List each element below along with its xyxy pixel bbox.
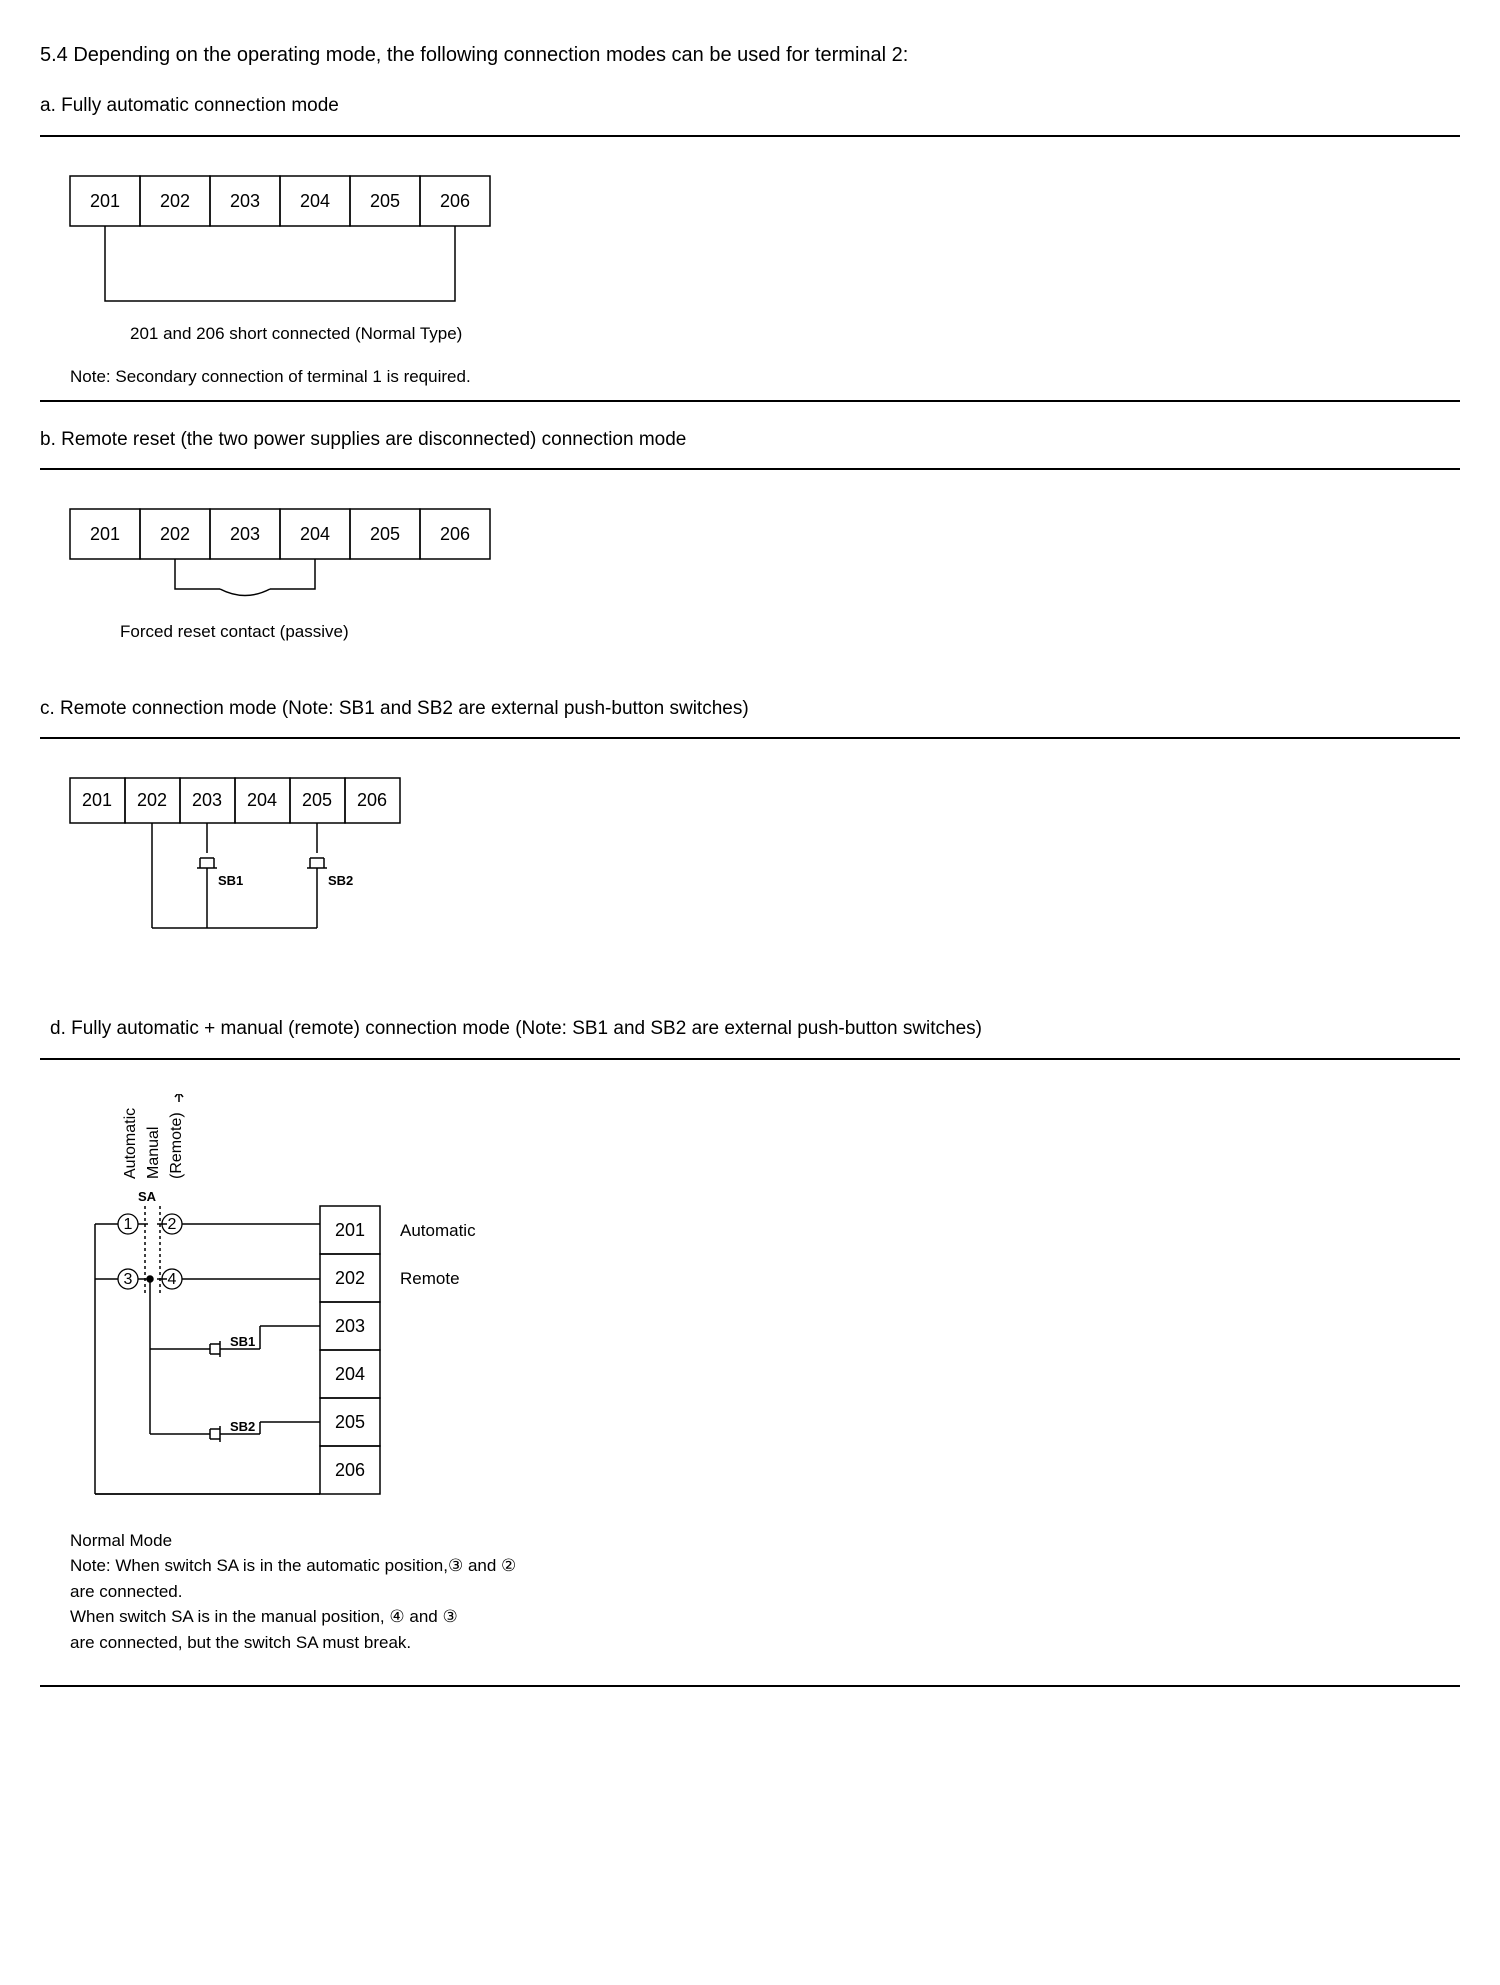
v-auto: Automatic (122, 1107, 139, 1178)
circ-2: 2 (168, 1216, 177, 1233)
circ-3: 3 (124, 1271, 133, 1288)
term-202: 202 (160, 524, 190, 544)
term-203: 203 (230, 524, 260, 544)
subsection-c-title: c. Remote connection mode (Note: SB1 and… (40, 695, 1460, 724)
subsection-d-title: d. Fully automatic + manual (remote) con… (50, 1015, 1460, 1044)
diagram-d-svg: Automatic Manual (Remote) SA 1 2 3 4 (60, 1094, 560, 1514)
d-note-title: Normal Mode (70, 1528, 670, 1554)
d-label-auto: Automatic (400, 1221, 476, 1240)
term-204: 204 (300, 524, 330, 544)
term-201: 201 (90, 191, 120, 211)
d-sb1-label: SB1 (230, 1334, 255, 1349)
d-term-204: 204 (335, 1364, 365, 1384)
diagram-c-svg: 201 202 203 204 205 206 SB1 SB2 (60, 773, 460, 943)
diagram-a: 201 202 203 204 205 206 201 and 206 shor… (60, 171, 1460, 347)
term-204: 204 (247, 790, 277, 810)
term-205: 205 (370, 524, 400, 544)
d-term-202: 202 (335, 1268, 365, 1288)
diagram-a-caption: 201 and 206 short connected (Normal Type… (130, 321, 1460, 347)
v-remote: (Remote) (168, 1112, 185, 1179)
d-note-2c: are connected, but the switch SA must br… (70, 1630, 670, 1656)
term-202: 202 (137, 790, 167, 810)
rule (40, 468, 1460, 470)
rule (40, 135, 1460, 137)
term-201: 201 (90, 524, 120, 544)
diagram-b: 201 202 203 204 205 206 Forced reset con… (60, 504, 1460, 645)
d-term-206: 206 (335, 1460, 365, 1480)
rule (40, 737, 1460, 739)
term-206: 206 (440, 191, 470, 211)
sa-label: SA (138, 1189, 157, 1204)
term-206: 206 (440, 524, 470, 544)
rule (40, 400, 1460, 402)
sb1-label: SB1 (218, 873, 243, 888)
term-206: 206 (357, 790, 387, 810)
term-201: 201 (82, 790, 112, 810)
d-note-2: When switch SA is in the manual position… (70, 1604, 670, 1630)
rule (40, 1058, 1460, 1060)
circ-4: 4 (168, 1271, 177, 1288)
diagram-b-svg: 201 202 203 204 205 206 (60, 504, 520, 609)
term-203: 203 (192, 790, 222, 810)
d-term-203: 203 (335, 1316, 365, 1336)
d-note-1c: are connected. (70, 1579, 670, 1605)
term-205: 205 (302, 790, 332, 810)
term-202: 202 (160, 191, 190, 211)
diagram-c: 201 202 203 204 205 206 SB1 SB2 (60, 773, 1460, 943)
diagram-a-svg: 201 202 203 204 205 206 (60, 171, 520, 311)
term-205: 205 (370, 191, 400, 211)
d-term-205: 205 (335, 1412, 365, 1432)
section-heading: 5.4 Depending on the operating mode, the… (40, 40, 1460, 70)
d-sb2-label: SB2 (230, 1419, 255, 1434)
diagram-d: Automatic Manual (Remote) SA 1 2 3 4 (60, 1094, 1460, 1514)
circ-1: 1 (124, 1216, 133, 1233)
subsection-b-title: b. Remote reset (the two power supplies … (40, 426, 1460, 455)
v-manual: Manual (145, 1126, 162, 1178)
d-label-remote: Remote (400, 1269, 460, 1288)
term-203: 203 (230, 191, 260, 211)
rule (40, 1685, 1460, 1687)
term-204: 204 (300, 191, 330, 211)
d-notes: Normal Mode Note: When switch SA is in t… (70, 1528, 670, 1656)
d-term-201: 201 (335, 1220, 365, 1240)
sb2-label: SB2 (328, 873, 353, 888)
subsection-a-title: a. Fully automatic connection mode (40, 92, 1460, 121)
d-note-1: Note: When switch SA is in the automatic… (70, 1553, 670, 1579)
diagram-b-caption: Forced reset contact (passive) (120, 619, 1460, 645)
diagram-a-note: Note: Secondary connection of terminal 1… (70, 364, 1460, 390)
